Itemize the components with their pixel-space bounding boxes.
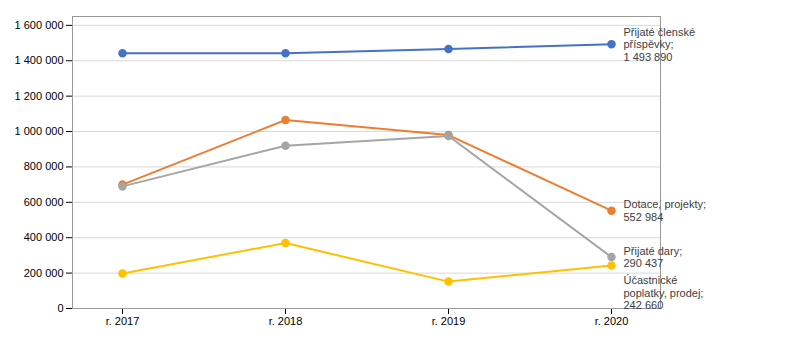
svg-text:1 600 000: 1 600 000 <box>15 19 64 31</box>
svg-text:400 000: 400 000 <box>24 231 64 243</box>
svg-text:r. 2017: r. 2017 <box>106 315 140 327</box>
svg-text:r. 2018: r. 2018 <box>269 315 303 327</box>
svg-text:0: 0 <box>57 302 63 314</box>
svg-text:1 000 000: 1 000 000 <box>15 125 64 137</box>
svg-text:Přijaté dary;290 437: Přijaté dary;290 437 <box>624 245 683 270</box>
svg-text:600 000: 600 000 <box>24 196 64 208</box>
svg-text:1 400 000: 1 400 000 <box>15 54 64 66</box>
svg-text:Přijaté člensképříspěvky;1 493: Přijaté člensképříspěvky;1 493 890 <box>624 26 696 63</box>
svg-text:r. 2020: r. 2020 <box>595 315 629 327</box>
svg-text:1 200 000: 1 200 000 <box>15 90 64 102</box>
svg-text:Účastnicképoplatky, prodej;242: Účastnicképoplatky, prodej;242 660 <box>624 274 704 311</box>
svg-text:200 000: 200 000 <box>24 267 64 279</box>
svg-text:800 000: 800 000 <box>24 160 64 172</box>
svg-text:r. 2019: r. 2019 <box>432 315 466 327</box>
svg-text:Dotace, projekty;552 984: Dotace, projekty;552 984 <box>624 198 707 223</box>
